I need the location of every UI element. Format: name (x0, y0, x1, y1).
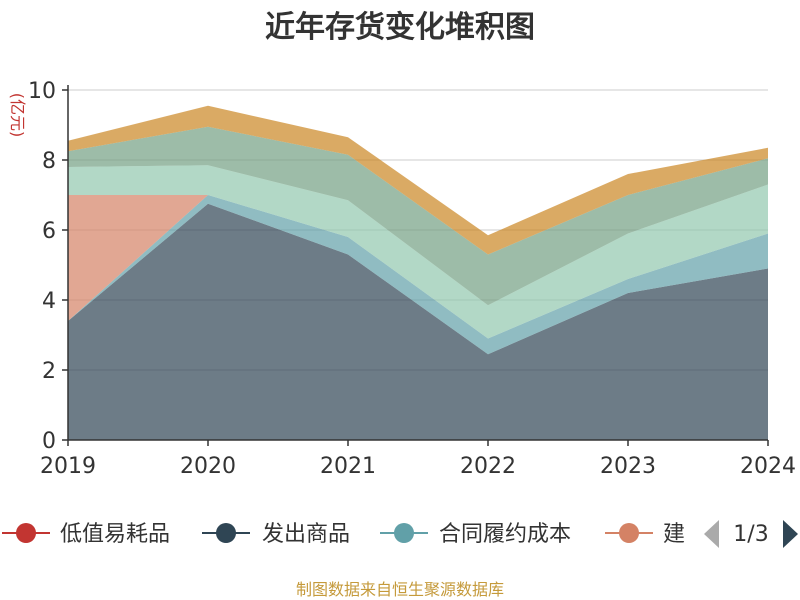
area-series-4[interactable] (68, 126, 768, 306)
y-tick-label-1: 2 (42, 359, 56, 384)
area-series-5[interactable] (68, 105, 768, 255)
area-series-2[interactable] (68, 195, 768, 339)
legend-item-0[interactable]: 低值易耗品 (2, 522, 170, 547)
y-tick-label-4: 8 (42, 149, 56, 174)
x-tick-label-0: 2019 (40, 454, 96, 479)
legend-label: 建 (663, 522, 685, 547)
legend-label: 低值易耗品 (60, 522, 170, 547)
y-tick-labels: 0 2 4 6 8 10 (28, 79, 56, 454)
legend-marker (16, 523, 36, 543)
x-tick-label-5: 2024 (740, 454, 796, 479)
legend-item-3[interactable]: 建 (605, 522, 685, 547)
legend-marker (394, 523, 414, 543)
x-tick-label-3: 2022 (460, 454, 516, 479)
y-axis-unit-label: (亿元) (8, 93, 27, 138)
legend: 低值易耗品 发出商品 合同履约成本 建 1/3 (2, 520, 798, 548)
legend-prev-page-icon[interactable] (704, 520, 719, 548)
legend-item-1[interactable]: 发出商品 (202, 522, 350, 547)
area-series-layer (68, 105, 768, 440)
data-source-note: 制图数据来自恒生聚源数据库 (296, 580, 504, 599)
chart-title: 近年存货变化堆积图 (265, 10, 535, 45)
legend-marker (216, 523, 236, 543)
y-tick-label-5: 10 (28, 79, 56, 104)
x-tick-label-4: 2023 (600, 454, 656, 479)
y-tick-label-0: 0 (42, 429, 56, 454)
area-series-0[interactable] (68, 203, 768, 440)
legend-label: 发出商品 (262, 522, 350, 547)
legend-marker (619, 523, 639, 543)
legend-label: 合同履约成本 (439, 522, 571, 547)
legend-item-2[interactable]: 合同履约成本 (380, 522, 571, 547)
y-tick-label-2: 4 (42, 289, 56, 314)
axes (62, 85, 769, 446)
legend-page-indicator: 1/3 (733, 522, 768, 547)
legend-next-page-icon[interactable] (783, 520, 798, 548)
y-tick-label-3: 6 (42, 219, 56, 244)
x-tick-label-2: 2021 (320, 454, 376, 479)
area-series-3[interactable] (68, 165, 768, 339)
x-tick-label-1: 2020 (180, 454, 236, 479)
x-tick-labels: 2019 2020 2021 2022 2023 2024 (40, 454, 796, 479)
